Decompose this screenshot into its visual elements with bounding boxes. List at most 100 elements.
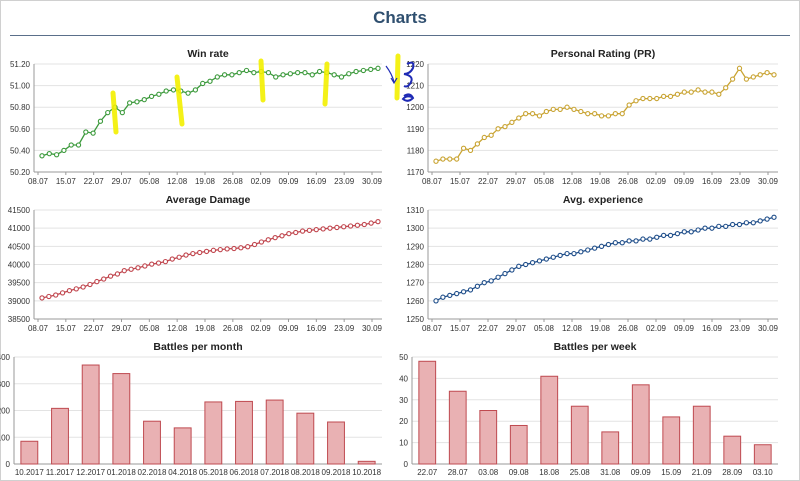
data-point bbox=[272, 234, 278, 241]
data-point bbox=[481, 134, 487, 141]
bar bbox=[418, 360, 437, 465]
x-tick-label: 16.09 bbox=[702, 324, 723, 333]
y-tick-label: 1250 bbox=[406, 315, 424, 324]
data-point bbox=[128, 266, 134, 272]
data-point bbox=[481, 280, 487, 286]
data-point bbox=[447, 292, 453, 299]
data-point bbox=[53, 292, 59, 298]
y-tick-label: 1280 bbox=[406, 261, 424, 270]
data-point bbox=[764, 216, 770, 222]
data-point bbox=[495, 274, 501, 280]
data-point bbox=[80, 284, 86, 290]
y-tick-label: 41000 bbox=[8, 224, 31, 233]
data-point bbox=[543, 256, 550, 262]
data-point bbox=[192, 87, 199, 93]
data-point bbox=[149, 261, 155, 267]
data-point bbox=[295, 69, 301, 76]
y-tick-label: 100 bbox=[0, 433, 11, 442]
data-point bbox=[743, 76, 750, 82]
data-point bbox=[654, 234, 660, 240]
data-point bbox=[695, 87, 701, 93]
bar bbox=[204, 401, 223, 465]
data-point bbox=[729, 76, 736, 82]
data-point bbox=[59, 290, 66, 296]
data-point bbox=[598, 113, 605, 119]
x-tick-label: 02.09 bbox=[646, 177, 667, 186]
series-line bbox=[41, 220, 379, 299]
data-point bbox=[647, 236, 653, 242]
x-tick-label: 22.07 bbox=[478, 177, 499, 186]
y-tick-label: 50.60 bbox=[10, 125, 31, 134]
data-point bbox=[709, 89, 715, 95]
data-point bbox=[286, 230, 292, 237]
data-point bbox=[141, 96, 147, 103]
data-point bbox=[654, 95, 660, 102]
data-point bbox=[313, 226, 319, 233]
data-point bbox=[97, 118, 104, 124]
bar bbox=[479, 410, 498, 465]
data-point bbox=[347, 223, 354, 229]
data-point bbox=[224, 246, 230, 252]
data-point bbox=[105, 109, 111, 116]
data-point bbox=[771, 214, 777, 220]
data-point bbox=[87, 281, 93, 288]
data-point bbox=[185, 90, 191, 96]
x-tick-label: 26.08 bbox=[618, 324, 639, 333]
data-point bbox=[454, 156, 460, 162]
data-point bbox=[460, 145, 467, 151]
highlighter-mark bbox=[110, 90, 119, 135]
data-point bbox=[156, 91, 162, 97]
x-tick-label: 02.09 bbox=[646, 324, 667, 333]
x-tick-label: 28.07 bbox=[448, 468, 469, 477]
data-point bbox=[467, 287, 474, 293]
data-point bbox=[46, 150, 52, 157]
x-tick-label: 10.2018 bbox=[352, 468, 381, 477]
x-tick-label: 22.07 bbox=[417, 468, 438, 477]
data-point bbox=[190, 250, 196, 257]
data-point bbox=[75, 142, 82, 148]
bar bbox=[662, 416, 681, 465]
data-point bbox=[361, 221, 367, 228]
data-point bbox=[702, 225, 708, 231]
data-point bbox=[375, 65, 381, 71]
data-point bbox=[467, 147, 474, 154]
data-point bbox=[495, 126, 501, 132]
data-point bbox=[688, 229, 694, 235]
x-tick-label: 09.09 bbox=[674, 324, 695, 333]
arrow-head bbox=[390, 77, 398, 85]
data-point bbox=[197, 249, 203, 256]
data-point bbox=[729, 221, 736, 228]
data-point bbox=[440, 156, 446, 162]
data-point bbox=[488, 278, 494, 284]
data-point bbox=[474, 283, 481, 289]
data-point bbox=[640, 95, 646, 102]
x-tick-label: 15.07 bbox=[450, 324, 471, 333]
data-point bbox=[258, 239, 265, 245]
data-point bbox=[299, 228, 306, 234]
data-point bbox=[529, 111, 536, 117]
data-point bbox=[447, 156, 453, 162]
data-point bbox=[162, 258, 169, 265]
x-tick-label: 18.08 bbox=[539, 468, 560, 477]
data-point bbox=[245, 244, 251, 250]
y-tick-label: 51.20 bbox=[10, 60, 31, 69]
data-point bbox=[571, 250, 577, 257]
bar bbox=[692, 405, 711, 465]
data-point bbox=[536, 113, 543, 119]
data-point bbox=[633, 98, 639, 104]
x-tick-label: 09.09 bbox=[278, 324, 299, 333]
x-tick-label: 23.09 bbox=[730, 324, 751, 333]
y-tick-label: 10 bbox=[399, 439, 408, 448]
x-tick-label: 23.09 bbox=[730, 177, 751, 186]
bar bbox=[265, 399, 284, 465]
x-tick-label: 15.07 bbox=[56, 324, 77, 333]
data-point bbox=[217, 246, 223, 253]
data-point bbox=[229, 72, 235, 78]
data-point bbox=[53, 152, 60, 158]
x-tick-label: 23.09 bbox=[334, 177, 355, 186]
y-tick-label: 1190 bbox=[407, 125, 425, 134]
data-point bbox=[660, 232, 667, 239]
y-tick-label: 1310 bbox=[406, 206, 424, 215]
x-tick-label: 26.08 bbox=[223, 324, 244, 333]
data-point bbox=[460, 289, 467, 295]
